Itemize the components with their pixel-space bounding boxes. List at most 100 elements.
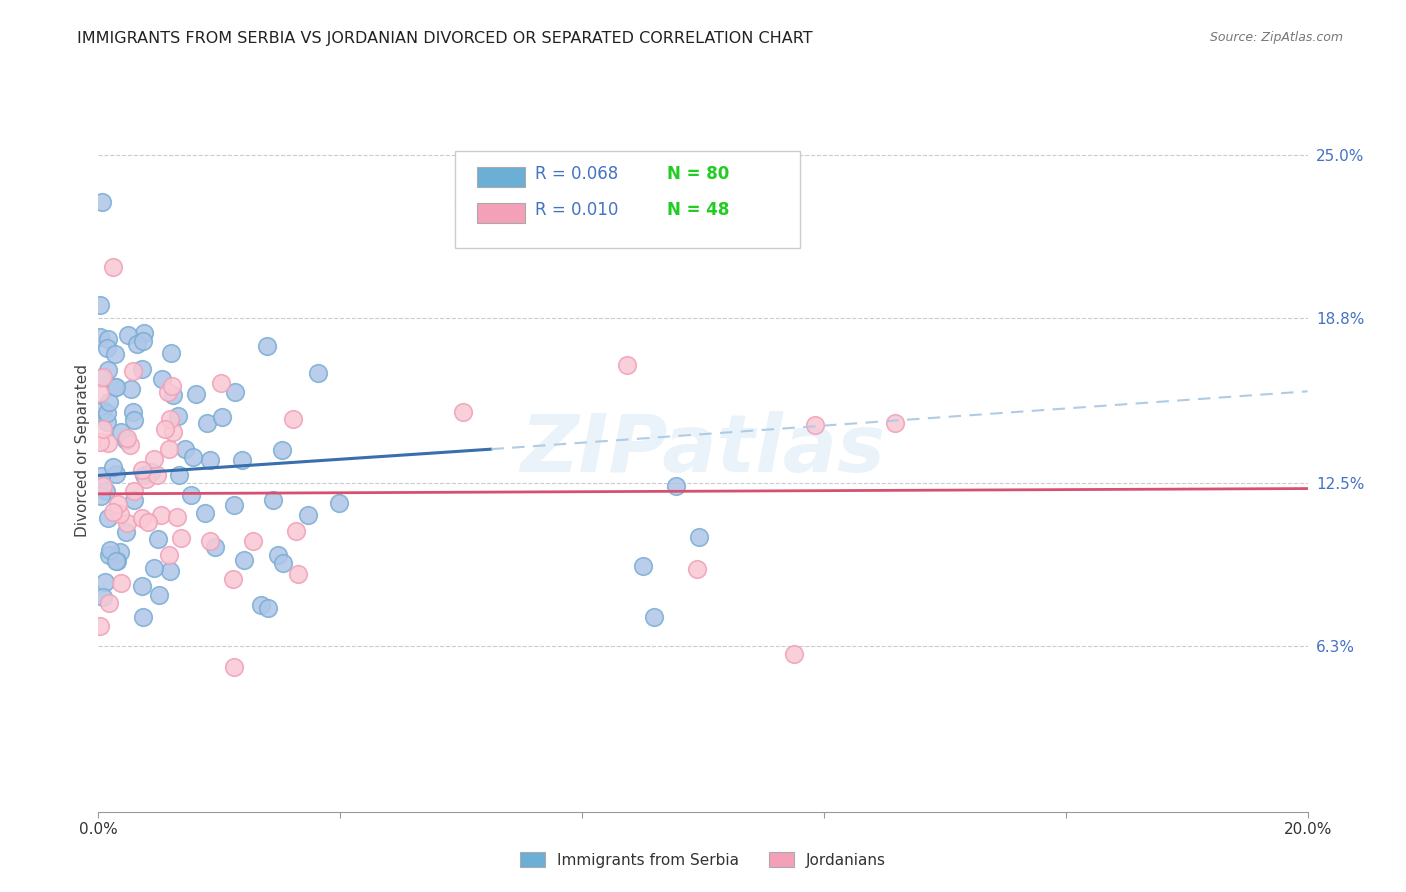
- Point: [104, 467, 127, 482]
- Point: [96, 406, 118, 420]
- Point: [91, 369, 114, 384]
- Point: [107, 497, 129, 511]
- Point: [209, 376, 232, 390]
- Point: [184, 387, 207, 401]
- Point: [103, 260, 125, 274]
- Point: [631, 558, 654, 573]
- Text: R = 0.010: R = 0.010: [534, 201, 619, 219]
- FancyBboxPatch shape: [477, 167, 526, 186]
- Point: [90, 469, 112, 483]
- Point: [153, 422, 176, 436]
- Point: [98, 542, 121, 557]
- Point: [97, 436, 120, 450]
- Point: [287, 567, 309, 582]
- Point: [149, 508, 172, 523]
- Point: [162, 379, 184, 393]
- Point: [122, 483, 145, 498]
- Point: [159, 564, 181, 578]
- Point: [139, 465, 162, 479]
- Point: [94, 484, 117, 499]
- Point: [124, 492, 146, 507]
- Point: [271, 442, 294, 457]
- Point: [91, 422, 114, 436]
- Point: [159, 549, 181, 563]
- Point: [271, 556, 294, 570]
- Point: [122, 405, 145, 419]
- Point: [90, 489, 112, 503]
- Point: [167, 409, 190, 424]
- Text: R = 0.068: R = 0.068: [534, 165, 619, 183]
- Point: [884, 416, 907, 430]
- Point: [211, 410, 233, 425]
- Point: [89, 330, 111, 344]
- Point: [91, 590, 114, 604]
- Point: [91, 479, 114, 493]
- Point: [110, 545, 132, 559]
- Point: [134, 468, 156, 483]
- Point: [180, 488, 202, 502]
- Point: [242, 533, 264, 548]
- Point: [297, 508, 319, 523]
- Point: [132, 326, 155, 340]
- Point: [804, 417, 827, 432]
- Point: [328, 496, 350, 510]
- Point: [89, 619, 111, 633]
- Point: [150, 371, 173, 385]
- Point: [146, 532, 169, 546]
- Point: [90, 195, 112, 210]
- Point: [233, 553, 256, 567]
- Point: [90, 370, 112, 384]
- Point: [97, 332, 120, 346]
- Point: [145, 468, 167, 483]
- Point: [157, 442, 180, 457]
- Point: [159, 412, 181, 426]
- Point: [89, 435, 111, 450]
- Point: [107, 554, 129, 568]
- Point: [89, 298, 111, 312]
- Point: [136, 515, 159, 529]
- Point: [643, 610, 665, 624]
- Point: [131, 579, 153, 593]
- Point: [105, 554, 128, 568]
- Point: [167, 468, 190, 483]
- Text: ZIPatlas: ZIPatlas: [520, 411, 886, 490]
- Point: [224, 660, 246, 674]
- Point: [783, 647, 806, 661]
- Point: [200, 534, 222, 549]
- Point: [96, 342, 118, 356]
- Point: [285, 524, 308, 538]
- Point: [200, 453, 222, 467]
- Point: [101, 460, 124, 475]
- Point: [104, 380, 127, 394]
- Point: [224, 384, 246, 399]
- Point: [148, 588, 170, 602]
- Point: [117, 431, 139, 445]
- Point: [122, 413, 145, 427]
- Point: [98, 394, 121, 409]
- Point: [257, 601, 280, 615]
- Point: [250, 598, 273, 612]
- FancyBboxPatch shape: [477, 202, 526, 223]
- Point: [221, 572, 243, 586]
- Point: [131, 511, 153, 525]
- Point: [93, 403, 115, 417]
- Point: [686, 562, 709, 576]
- Point: [132, 334, 155, 348]
- Point: [267, 548, 290, 562]
- Legend: Immigrants from Serbia, Jordanians: Immigrants from Serbia, Jordanians: [515, 846, 891, 873]
- Point: [256, 339, 278, 353]
- Point: [108, 507, 131, 521]
- Point: [131, 610, 153, 624]
- Point: [121, 364, 143, 378]
- Point: [115, 524, 138, 539]
- Point: [104, 347, 127, 361]
- Text: N = 80: N = 80: [666, 165, 728, 183]
- Point: [98, 596, 121, 610]
- Text: IMMIGRANTS FROM SERBIA VS JORDANIAN DIVORCED OR SEPARATED CORRELATION CHART: IMMIGRANTS FROM SERBIA VS JORDANIAN DIVO…: [77, 31, 813, 46]
- Point: [131, 463, 153, 477]
- Point: [194, 506, 217, 520]
- Point: [142, 452, 165, 467]
- Point: [451, 405, 474, 419]
- Point: [110, 425, 132, 439]
- Point: [143, 561, 166, 575]
